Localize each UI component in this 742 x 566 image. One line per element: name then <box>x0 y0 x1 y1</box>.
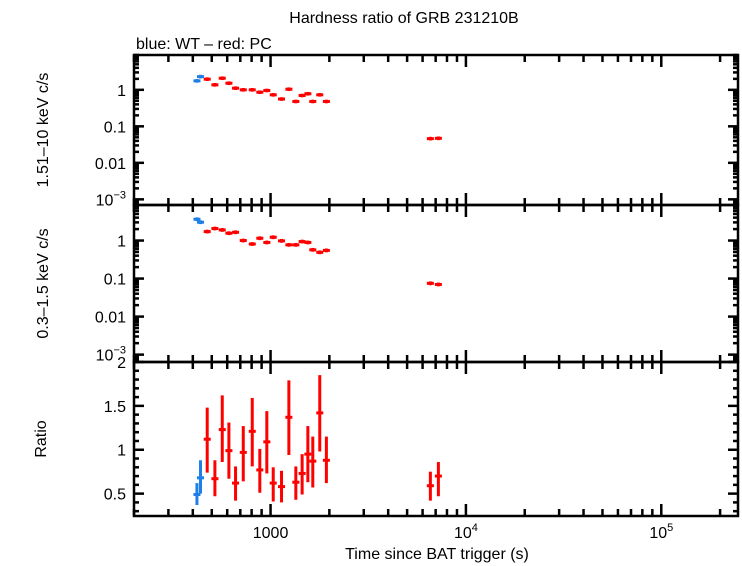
y-tick-label: 2 <box>117 355 126 372</box>
data-point-wt <box>193 217 201 222</box>
data-point-pc <box>309 436 317 488</box>
data-point-pc <box>256 90 264 95</box>
y-tick-label: 10−3 <box>96 189 126 209</box>
data-point-pc <box>256 236 264 241</box>
data-point-pc <box>211 226 219 231</box>
y-tick-label: 1 <box>117 234 126 251</box>
data-point-pc <box>218 228 226 232</box>
data-point-pc <box>225 81 233 86</box>
data-point-pc <box>304 240 312 245</box>
data-point-pc <box>285 380 293 456</box>
data-point-wt <box>193 79 201 83</box>
data-point-pc <box>203 229 211 234</box>
y-tick-label: 0.01 <box>95 156 126 173</box>
data-point-pc <box>263 88 271 93</box>
data-point-pc <box>225 422 233 479</box>
x-axis-label: Time since BAT trigger (s) <box>345 546 529 563</box>
data-point-pc <box>322 99 330 104</box>
data-point-pc <box>298 454 306 495</box>
data-point-pc <box>426 281 434 286</box>
y-tick-label: 0.1 <box>104 119 126 136</box>
data-point-pc <box>322 248 330 253</box>
data-point-pc <box>278 238 286 243</box>
data-point-pc <box>434 462 442 497</box>
y-axis-label-hard: 1.51–10 keV c/s <box>35 73 52 188</box>
data-point-pc <box>316 250 324 255</box>
y-axis-label-soft: 0.3–1.5 keV c/s <box>35 228 52 338</box>
data-point-pc <box>434 136 442 141</box>
chart-title: Hardness ratio of GRB 231210B <box>289 10 518 27</box>
data-point-wt <box>193 483 201 506</box>
data-point-pc <box>239 88 247 92</box>
data-point-pc <box>278 470 286 503</box>
data-point-pc <box>263 240 271 245</box>
y-tick-label: 1.5 <box>104 399 126 416</box>
data-point-pc <box>298 93 306 98</box>
y-tick-label: 0.1 <box>104 272 126 289</box>
data-point-pc <box>309 247 317 252</box>
data-point-pc <box>239 238 247 243</box>
y-tick-label: 1 <box>117 443 126 460</box>
data-point-pc <box>304 426 312 483</box>
y-tick-label: 0.01 <box>95 310 126 327</box>
data-point-pc <box>278 97 286 101</box>
data-point-pc <box>309 99 317 104</box>
data-point-pc <box>426 136 434 141</box>
data-point-wt <box>196 220 205 225</box>
data-point-pc <box>269 235 277 240</box>
data-point-pc <box>434 282 442 287</box>
data-point-pc <box>211 460 219 497</box>
data-point-pc <box>256 448 264 493</box>
plot-frame <box>132 360 740 518</box>
y-axis-label-ratio: Ratio <box>33 420 50 457</box>
data-point-pc <box>232 86 240 91</box>
data-point-pc <box>248 397 256 467</box>
x-tick-label: 104 <box>454 522 478 542</box>
data-point-pc <box>248 88 256 92</box>
y-tick-label: 0.5 <box>104 487 126 504</box>
data-point-pc <box>269 467 277 502</box>
x-tick-label: 105 <box>649 522 673 542</box>
data-point-pc <box>426 471 434 501</box>
data-point-pc <box>285 242 293 247</box>
data-point-pc <box>248 242 256 246</box>
data-point-pc <box>218 395 226 463</box>
data-point-pc <box>304 91 312 96</box>
data-point-pc <box>292 99 300 104</box>
data-point-pc <box>292 242 300 247</box>
data-point-pc <box>285 87 293 92</box>
data-point-pc <box>218 76 226 81</box>
data-point-pc <box>263 411 271 474</box>
data-point-pc <box>225 231 233 236</box>
data-point-pc <box>239 426 247 482</box>
data-point-pc <box>232 466 240 501</box>
panel-ratio: 0.5 1 1.5 2 1000 104 105 Ratio <box>33 355 740 542</box>
data-point-wt <box>196 460 205 494</box>
chart-subtitle: blue: WT – red: PC <box>136 36 272 53</box>
data-point-pc <box>316 375 324 452</box>
data-point-wt <box>196 74 205 79</box>
x-tick-label: 1000 <box>253 525 289 542</box>
data-point-pc <box>203 77 211 81</box>
data-point-pc <box>211 83 219 87</box>
data-point-pc <box>203 407 211 473</box>
data-point-pc <box>322 436 330 484</box>
data-point-pc <box>292 466 300 500</box>
data-point-pc <box>316 92 324 97</box>
y-tick-label: 1 <box>117 83 126 100</box>
data-point-pc <box>269 92 277 97</box>
data-point-pc <box>232 230 240 235</box>
panel-hard: 1 0.1 0.01 10−3 1.51–10 keV c/s <box>35 53 740 209</box>
